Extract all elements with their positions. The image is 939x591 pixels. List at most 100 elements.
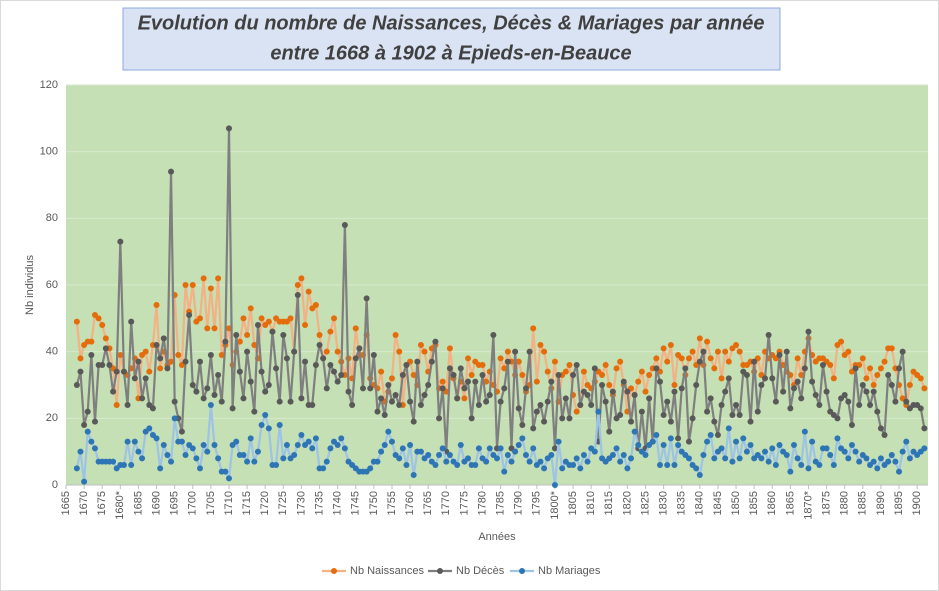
data-point <box>88 338 95 345</box>
x-tick-label: 1840 <box>694 491 706 515</box>
data-point <box>504 348 511 355</box>
data-point <box>486 445 493 452</box>
data-point <box>512 348 519 355</box>
data-point <box>599 382 606 388</box>
data-point <box>207 352 214 358</box>
data-point <box>193 388 200 395</box>
title-box <box>122 7 781 71</box>
data-point <box>110 388 117 395</box>
x-tick-label: 1875 <box>820 491 832 515</box>
data-point <box>334 348 341 355</box>
x-tick-label: 1855 <box>748 491 760 515</box>
data-point <box>653 355 660 362</box>
data-point <box>722 455 729 462</box>
data-point <box>417 448 424 455</box>
data-point <box>714 348 721 355</box>
data-point <box>780 388 787 395</box>
data-point <box>298 275 305 282</box>
data-point <box>403 362 410 368</box>
data-point <box>287 315 294 322</box>
data-point <box>653 365 660 372</box>
data-point <box>903 398 910 405</box>
x-tick-label: 1695 <box>169 491 181 515</box>
legend-label: Nb Décès <box>456 565 505 577</box>
data-point <box>139 455 146 462</box>
data-point <box>863 375 870 382</box>
data-point <box>790 442 797 448</box>
data-point <box>265 425 272 432</box>
data-point <box>504 452 511 458</box>
data-point <box>809 378 816 385</box>
x-tick-label: 1720 <box>259 491 271 515</box>
data-point <box>852 365 859 372</box>
data-point <box>294 442 301 448</box>
data-point <box>602 362 609 368</box>
data-point <box>772 398 779 405</box>
data-point <box>233 332 240 338</box>
data-point <box>845 348 852 355</box>
data-point <box>740 435 747 442</box>
data-point <box>77 368 84 375</box>
data-point <box>370 352 377 358</box>
data-point <box>168 168 175 175</box>
data-point <box>660 345 667 352</box>
data-point <box>247 305 254 312</box>
data-point <box>461 385 468 392</box>
data-point <box>664 462 671 468</box>
data-point <box>881 358 888 365</box>
data-point <box>776 352 783 358</box>
data-point <box>685 355 692 362</box>
data-point <box>559 415 566 422</box>
data-point <box>751 358 758 365</box>
data-point <box>700 348 707 355</box>
data-point <box>635 442 642 448</box>
data-point <box>877 425 884 432</box>
data-point <box>417 402 424 408</box>
data-point <box>577 402 584 408</box>
x-tick-label: 1800* <box>549 490 561 519</box>
data-point <box>240 395 247 402</box>
data-point <box>758 455 765 462</box>
data-point <box>729 412 736 418</box>
data-point <box>320 465 327 472</box>
x-tick-label: 1780 <box>476 491 488 515</box>
data-point <box>533 378 540 385</box>
data-point <box>859 355 866 362</box>
data-point <box>606 382 613 388</box>
x-tick-label: 1700 <box>187 491 199 515</box>
data-point <box>707 395 714 402</box>
data-point <box>454 395 461 402</box>
data-point <box>667 435 674 442</box>
data-point <box>229 405 236 412</box>
x-tick-label: 1790 <box>513 491 525 515</box>
data-point <box>718 445 725 452</box>
data-point <box>874 465 881 472</box>
data-point <box>385 428 392 435</box>
data-point <box>881 432 888 438</box>
data-point <box>711 455 718 462</box>
data-point <box>483 458 490 465</box>
data-point <box>515 358 522 365</box>
data-point <box>472 378 479 385</box>
data-point <box>504 358 511 365</box>
data-point <box>81 422 88 428</box>
data-point <box>312 435 319 442</box>
data-point <box>671 382 678 388</box>
data-point <box>729 458 736 465</box>
chart-title: Evolution du nombre de Naissances, Décès… <box>138 12 765 34</box>
data-point <box>917 405 924 412</box>
data-point <box>562 395 569 402</box>
data-point <box>443 458 450 465</box>
data-point <box>200 442 207 448</box>
data-point <box>302 322 309 328</box>
data-point <box>700 452 707 458</box>
data-point <box>613 365 620 372</box>
data-point <box>838 338 845 345</box>
data-point <box>653 432 660 438</box>
legend-label: Nb Naissances <box>350 565 424 577</box>
data-point <box>490 332 497 338</box>
data-point <box>146 425 153 432</box>
data-point <box>848 442 855 448</box>
data-point <box>595 408 602 415</box>
data-point <box>794 355 801 362</box>
